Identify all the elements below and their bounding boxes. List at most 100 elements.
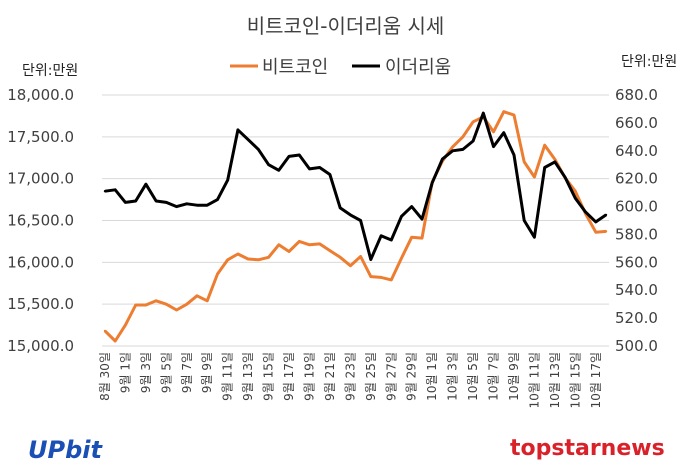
data-point-ethereum [390,238,393,242]
data-point-ethereum [185,202,188,205]
data-point-ethereum [594,220,597,224]
data-point-ethereum [124,201,127,204]
x-tick-label: 9월 3일 [139,352,153,393]
data-point-ethereum [246,138,250,141]
data-point-ethereum [400,215,403,218]
left-tick-label: 16,500.0 [7,212,74,230]
data-point-ethereum [492,145,495,148]
data-point-bitcoin [594,231,597,234]
data-point-ethereum [441,157,444,161]
data-point-bitcoin [165,302,168,306]
data-point-bitcoin [461,135,465,139]
data-point-bitcoin [574,190,577,193]
x-tick-label: 9월 25일 [364,352,378,401]
data-point-ethereum [318,166,321,169]
data-point-bitcoin [195,294,199,297]
right-axis-ticks: 500.0 520.0 540.0 560.0 580.0 600.0 620.0 640.0… [615,86,658,355]
data-point-bitcoin [533,175,536,179]
data-point-ethereum [512,153,516,157]
data-point-bitcoin [338,256,342,259]
data-point-ethereum [482,111,485,115]
data-point-ethereum [236,128,240,132]
right-tick-label: 640.0 [615,142,658,160]
data-point-ethereum [328,173,332,176]
legend: 비트코인 이더리움 [230,57,451,78]
data-point-bitcoin [267,256,270,259]
legend-label-ethereum: 이더리움 [385,57,451,78]
data-point-bitcoin [144,303,148,307]
right-tick-label: 620.0 [615,170,658,188]
series-line-ethereum [104,111,607,261]
right-tick-label: 500.0 [615,337,658,355]
data-point-ethereum [114,188,117,192]
data-point-bitcoin [492,130,495,134]
data-point-bitcoin [369,275,373,278]
data-point-ethereum [308,167,311,171]
data-point-ethereum [257,148,260,151]
left-tick-label: 17,000.0 [7,170,74,188]
x-tick-label: 9월 17일 [282,352,296,401]
x-tick-label: 9월 19일 [303,352,317,401]
data-point-ethereum [226,178,229,182]
data-point-bitcoin [390,278,393,282]
data-point-bitcoin [410,236,413,239]
data-point-ethereum [206,203,209,207]
data-point-ethereum [134,199,137,203]
data-point-ethereum [574,196,577,200]
data-point-ethereum [144,183,148,186]
x-tick-label: 9월 23일 [343,352,357,401]
data-point-ethereum [379,234,383,238]
data-point-ethereum [420,217,424,221]
x-tick-label: 9월 21일 [323,352,337,401]
x-tick-label: 9월 13일 [241,352,255,401]
data-point-ethereum [410,205,413,208]
data-point-bitcoin [226,258,229,262]
right-axis-unit: 단위:만원 [621,54,677,70]
right-tick-label: 560.0 [615,253,658,271]
data-point-ethereum [216,198,219,201]
data-point-ethereum [533,236,536,239]
x-tick-label: 9월 11일 [221,352,235,401]
x-tick-label: 9월 7일 [180,352,194,393]
data-point-bitcoin [420,236,424,240]
data-point-bitcoin [328,249,332,252]
data-point-ethereum [349,213,352,217]
x-tick-label: 9월 29일 [405,352,419,401]
x-tick-label: 9월 27일 [384,352,398,401]
x-tick-label: 8월 30일 [98,352,112,401]
series-line-bitcoin [103,110,607,343]
chart-title: 비트코인-이더리움 시세 [247,14,445,38]
right-tick-label: 540.0 [615,281,658,299]
right-tick-label: 520.0 [615,309,658,327]
data-point-ethereum [267,163,270,166]
data-point-bitcoin [246,257,250,261]
data-point-bitcoin [257,258,260,262]
x-tick-label: 9월 9일 [200,352,214,393]
data-point-bitcoin [103,329,107,333]
data-point-bitcoin [114,339,117,343]
data-point-ethereum [553,160,557,164]
topstarnews-logo: topstarnews [510,436,665,461]
x-tick-label: 10월 13일 [548,352,562,408]
data-point-bitcoin [298,240,301,243]
data-point-bitcoin [379,276,383,279]
data-point-ethereum [471,139,475,143]
data-point-ethereum [287,155,291,158]
data-point-ethereum [461,148,465,151]
data-point-ethereum [338,206,342,210]
data-point-bitcoin [543,144,546,147]
upbit-logo: UPbit [28,436,103,464]
data-point-ethereum [369,258,373,261]
left-axis-unit: 단위:만원 [22,63,78,79]
x-tick-label: 10월 15일 [568,352,582,408]
data-point-bitcoin [134,303,137,307]
data-point-ethereum [195,203,199,207]
data-point-ethereum [298,153,301,157]
left-tick-label: 18,000.0 [7,86,74,104]
data-point-ethereum [175,205,178,208]
x-tick-label: 9월 1일 [118,352,132,393]
data-point-bitcoin [349,264,352,267]
left-tick-label: 15,000.0 [7,337,74,355]
x-tick-label: 10월 11일 [527,352,541,408]
